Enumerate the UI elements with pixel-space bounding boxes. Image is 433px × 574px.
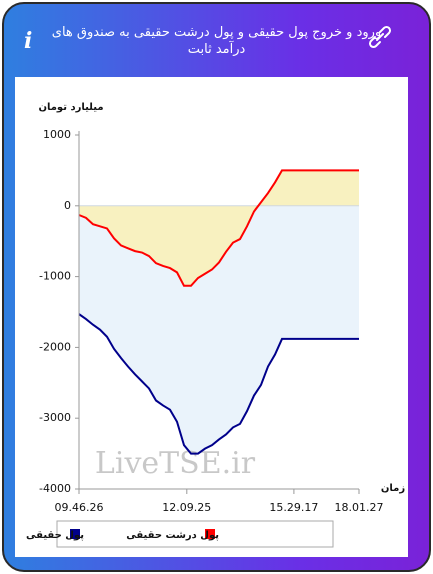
y-tick-label: -2000 bbox=[39, 340, 71, 353]
legend-swatch bbox=[70, 529, 80, 539]
line bbox=[78, 169, 359, 287]
x-tick-label: 12.09.25 bbox=[162, 501, 211, 514]
link-icon[interactable] bbox=[368, 25, 392, 49]
y-tick-label: 1000 bbox=[43, 128, 71, 141]
header: i ورود و خروج پول حقیقی و پول درشت حقیقی… bbox=[4, 4, 429, 76]
y-axis-label: میلیارد تومان bbox=[38, 102, 103, 113]
x-axis-label: زمان bbox=[381, 483, 405, 494]
legend-label: پول حقیقی bbox=[26, 530, 84, 541]
y-tick-label: -1000 bbox=[39, 270, 71, 283]
y-tick-label: -3000 bbox=[39, 411, 71, 424]
info-icon[interactable]: i bbox=[24, 28, 32, 54]
area bbox=[79, 170, 359, 286]
chart: LiveTSE.ir 1000 0 -1000 -2000 -3000 -4000 09.46… bbox=[26, 102, 405, 548]
legend-box bbox=[56, 520, 334, 548]
chart-title: ورود و خروج پول حقیقی و پول درشت حقیقی ب… bbox=[51, 25, 382, 57]
line bbox=[78, 313, 359, 455]
header-icons: i bbox=[24, 25, 392, 54]
x-tick-label: 09.46.26 bbox=[55, 501, 104, 514]
watermark: LiveTSE.ir bbox=[95, 446, 256, 481]
x-tick-label: 15.29.17 bbox=[269, 501, 318, 514]
x-tick-label: 18.01.27 bbox=[335, 501, 384, 514]
y-tick-label: 0 bbox=[64, 199, 71, 212]
y-tick-label: -4000 bbox=[39, 482, 71, 495]
chart-panel: LiveTSE.ir 1000 0 -1000 -2000 -3000 -4000 09.46… bbox=[15, 77, 408, 557]
legend-label: پول درشت حقیقی bbox=[126, 530, 219, 541]
area bbox=[79, 205, 359, 454]
legend-swatch bbox=[205, 529, 215, 539]
